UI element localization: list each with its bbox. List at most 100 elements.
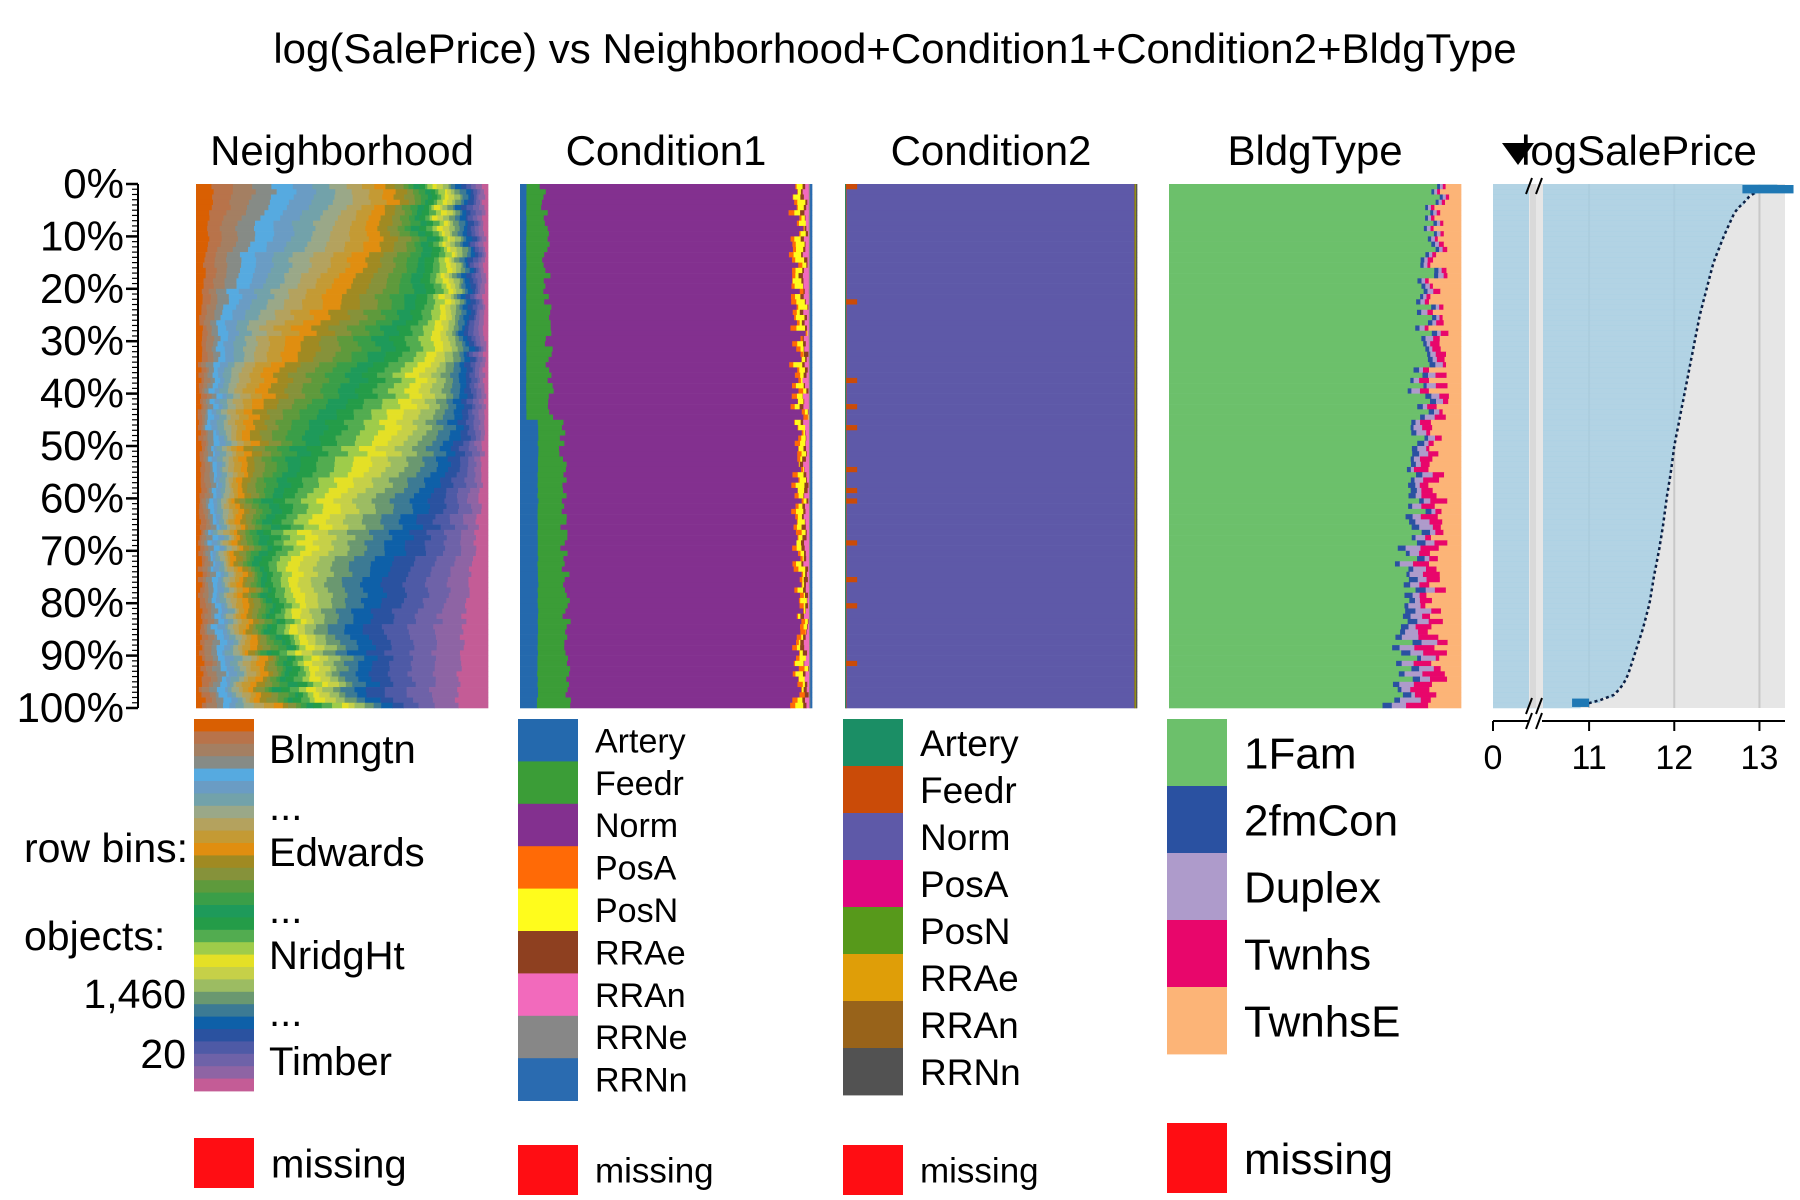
category-segment — [345, 514, 364, 520]
y-tick-label: 0% — [63, 160, 124, 207]
category-segment — [475, 335, 481, 342]
category-segment — [482, 304, 486, 311]
category-segment — [198, 687, 203, 693]
category-segment — [810, 440, 813, 447]
category-segment — [1136, 220, 1138, 227]
panel-rows — [196, 184, 489, 709]
category-segment — [223, 592, 227, 599]
category-segment — [803, 204, 807, 211]
category-segment — [322, 650, 336, 656]
category-segment — [1436, 210, 1441, 216]
category-segment — [809, 666, 811, 672]
category-segment — [482, 252, 485, 258]
category-segment — [808, 377, 811, 384]
category-segment — [807, 262, 810, 269]
category-segment — [296, 472, 313, 478]
category-segment — [228, 519, 235, 525]
category-segment — [248, 524, 256, 531]
category-segment — [197, 409, 202, 415]
category-segment — [427, 299, 436, 305]
category-segment — [227, 629, 231, 635]
category-segment — [483, 346, 487, 352]
category-segment — [233, 487, 238, 494]
category-segment — [220, 514, 224, 520]
category-segment — [796, 645, 801, 651]
category-segment — [217, 529, 224, 536]
category-segment — [262, 472, 274, 478]
category-segment — [467, 288, 473, 295]
category-segment — [242, 566, 249, 573]
category-segment — [226, 398, 233, 405]
category-segment — [259, 325, 274, 332]
category-segment — [239, 676, 245, 683]
category-segment — [803, 466, 805, 473]
category-segment — [374, 556, 395, 562]
category-segment — [450, 246, 457, 253]
category-segment — [1136, 288, 1138, 295]
category-segment — [260, 372, 274, 379]
category-segment — [225, 624, 229, 630]
category-segment — [1136, 320, 1138, 326]
category-segment — [434, 356, 446, 363]
category-segment — [526, 252, 545, 258]
category-segment — [526, 283, 546, 290]
category-segment — [361, 184, 375, 190]
category-segment — [303, 482, 320, 489]
category-segment — [805, 325, 808, 332]
category-segment — [449, 236, 456, 242]
category-segment — [484, 383, 489, 389]
category-segment — [216, 697, 224, 704]
category-segment — [475, 309, 478, 316]
category-segment — [397, 236, 412, 242]
category-segment — [283, 304, 303, 311]
legend-swatch — [518, 761, 578, 805]
category-segment — [217, 482, 223, 489]
category-segment — [279, 618, 286, 625]
category-segment — [450, 294, 455, 300]
category-segment — [299, 409, 320, 415]
category-segment — [220, 561, 225, 567]
category-segment — [266, 514, 276, 520]
category-segment — [267, 273, 285, 279]
category-segment — [312, 566, 331, 573]
category-segment — [331, 283, 352, 290]
category-segment — [239, 577, 244, 583]
category-segment — [211, 184, 234, 190]
y-tick-label: 90% — [40, 632, 124, 679]
category-segment — [1425, 204, 1429, 211]
category-segment — [452, 273, 458, 279]
legend-label: Feedr — [595, 765, 684, 803]
category-segment — [806, 330, 808, 337]
category-segment — [475, 184, 483, 190]
category-segment — [798, 461, 800, 468]
category-segment — [570, 618, 802, 625]
category-segment — [458, 220, 466, 227]
category-segment — [846, 550, 1135, 557]
category-segment — [434, 660, 462, 667]
category-segment — [246, 613, 253, 620]
category-segment — [239, 666, 247, 672]
category-segment — [456, 267, 462, 274]
category-segment — [333, 545, 350, 552]
category-segment — [467, 335, 472, 342]
category-segment — [204, 650, 212, 656]
category-segment — [401, 220, 411, 227]
category-segment — [268, 687, 273, 693]
category-segment — [277, 566, 287, 573]
category-segment — [481, 461, 489, 468]
category-segment — [228, 508, 234, 515]
category-segment — [483, 299, 489, 305]
category-segment — [520, 697, 538, 704]
category-segment — [216, 671, 227, 677]
category-segment — [845, 660, 847, 667]
category-segment — [407, 189, 414, 195]
category-segment — [845, 184, 858, 190]
category-segment — [810, 592, 813, 599]
category-segment — [1136, 692, 1138, 698]
category-segment — [201, 388, 205, 394]
category-segment — [430, 388, 442, 394]
category-segment — [324, 613, 340, 620]
category-segment — [537, 697, 572, 704]
category-segment — [312, 184, 330, 190]
category-segment — [345, 692, 358, 698]
